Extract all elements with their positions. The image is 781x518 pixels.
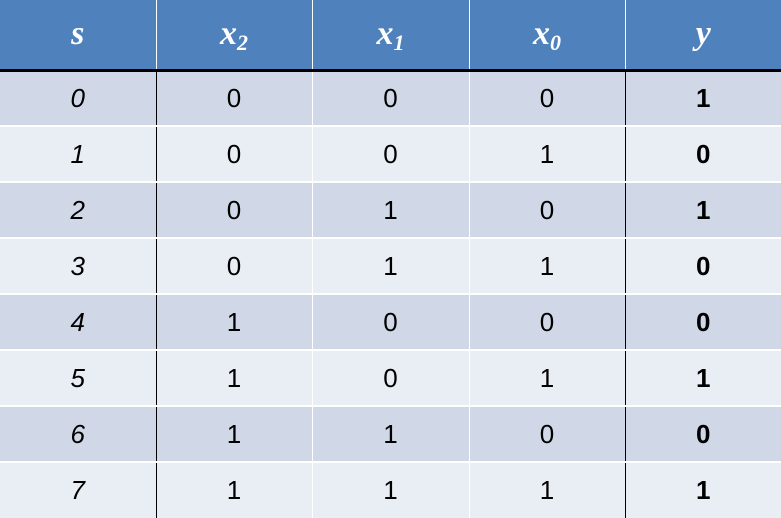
cell-x1: 0 [311, 350, 469, 407]
cell-x1: 1 [311, 462, 469, 518]
cell-x0: 1 [468, 238, 625, 295]
cell-s: 7 [0, 462, 157, 518]
cell-x1: 0 [311, 70, 469, 127]
cell-x2: 0 [155, 126, 312, 183]
cell-x2: 1 [155, 350, 312, 407]
cell-x1: 0 [311, 294, 469, 351]
header-x2: x2 [155, 0, 312, 72]
cell-s: 5 [0, 350, 157, 407]
cell-s: 0 [0, 70, 157, 127]
cell-s: 1 [0, 126, 157, 183]
cell-x1: 1 [311, 406, 469, 463]
cell-y: 1 [624, 462, 781, 518]
cell-y: 1 [624, 70, 781, 127]
cell-y: 1 [624, 182, 781, 239]
cell-y: 1 [624, 350, 781, 407]
cell-x1: 1 [311, 182, 469, 239]
cell-x1: 1 [311, 238, 469, 295]
cell-x0: 1 [468, 126, 625, 183]
cell-x2: 1 [155, 294, 312, 351]
table-row: 6 1 1 0 0 [0, 406, 781, 463]
cell-x2: 1 [155, 462, 312, 518]
cell-y: 0 [624, 294, 781, 351]
cell-x2: 1 [155, 406, 312, 463]
cell-y: 0 [624, 126, 781, 183]
cell-y: 0 [624, 238, 781, 295]
header-row: s x2 x1 x0 y [0, 0, 781, 72]
table-row: 7 1 1 1 1 [0, 462, 781, 518]
cell-x2: 0 [155, 182, 312, 239]
table-row: 0 0 0 0 1 [0, 70, 781, 127]
cell-y: 0 [624, 406, 781, 463]
cell-s: 3 [0, 238, 157, 295]
table-row: 4 1 0 0 0 [0, 294, 781, 351]
cell-x0: 0 [468, 182, 625, 239]
table-row: 3 0 1 1 0 [0, 238, 781, 295]
cell-x0: 0 [468, 294, 625, 351]
cell-s: 2 [0, 182, 157, 239]
header-s: s [0, 0, 156, 72]
header-x1: x1 [311, 0, 469, 72]
cell-x1: 0 [311, 126, 469, 183]
cell-x0: 0 [468, 406, 625, 463]
cell-x2: 0 [155, 70, 312, 127]
cell-s: 6 [0, 406, 157, 463]
cell-x0: 0 [468, 70, 625, 127]
header-x0: x0 [468, 0, 625, 72]
table-row: 1 0 0 1 0 [0, 126, 781, 183]
cell-x0: 1 [468, 350, 625, 407]
header-y: y [624, 0, 781, 72]
cell-s: 4 [0, 294, 157, 351]
cell-x2: 0 [155, 238, 312, 295]
table-row: 2 0 1 0 1 [0, 182, 781, 239]
cell-x0: 1 [468, 462, 625, 518]
table-row: 5 1 0 1 1 [0, 350, 781, 407]
